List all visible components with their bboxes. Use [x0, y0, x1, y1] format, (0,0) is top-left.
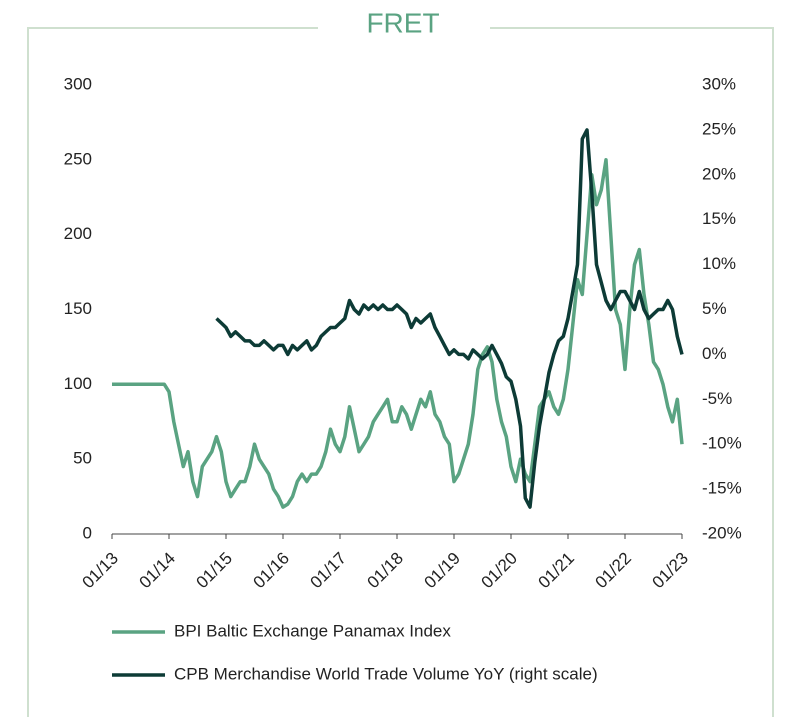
- x-tick-label: 01/19: [420, 549, 464, 593]
- y2-tick-label: 20%: [702, 164, 736, 183]
- y2-tick-label: 0%: [702, 344, 727, 363]
- legend-label: BPI Baltic Exchange Panamax Index: [174, 621, 451, 640]
- y-tick-label: 50: [73, 449, 92, 468]
- y2-tick-label: 25%: [702, 119, 736, 138]
- x-tick-label: 01/22: [591, 549, 635, 593]
- x-tick-label: 01/14: [135, 549, 179, 593]
- x-tick-label: 01/23: [648, 549, 692, 593]
- y-tick-label: 100: [64, 374, 92, 393]
- series-line: [112, 158, 684, 509]
- x-tick-label: 01/13: [78, 549, 122, 593]
- y-tick-label: 150: [64, 299, 92, 318]
- y2-tick-label: -10%: [702, 434, 742, 453]
- x-tick-label: 01/15: [192, 549, 236, 593]
- series-line: [215, 128, 684, 509]
- x-tick-label: 01/17: [306, 549, 350, 593]
- y2-tick-label: 5%: [702, 299, 727, 318]
- x-tick-label: 01/18: [363, 549, 407, 593]
- x-tick-label: 01/21: [534, 549, 578, 593]
- chart-title: FRET: [366, 7, 439, 38]
- plot: 0 50 100 150 200 250 300 -20% -15% -10% -5% 0% 5% 10%…: [64, 74, 742, 683]
- y2-tick-label: 30%: [702, 74, 736, 93]
- x-tick-label: 01/20: [477, 549, 521, 593]
- y2-tick-label: 15%: [702, 209, 736, 228]
- y2-tick-label: -15%: [702, 479, 742, 498]
- y2-tick-label: -20%: [702, 523, 742, 542]
- y-tick-label: 300: [64, 74, 92, 93]
- y-tick-label: 200: [64, 224, 92, 243]
- x-tick-label: 01/16: [249, 549, 293, 593]
- legend-label: CPB Merchandise World Trade Volume YoY (…: [174, 664, 598, 683]
- y2-tick-label: -5%: [702, 389, 732, 408]
- y-tick-label: 250: [64, 149, 92, 168]
- y-tick-label: 0: [83, 523, 92, 542]
- y2-tick-label: 10%: [702, 254, 736, 273]
- frame: [27, 27, 774, 717]
